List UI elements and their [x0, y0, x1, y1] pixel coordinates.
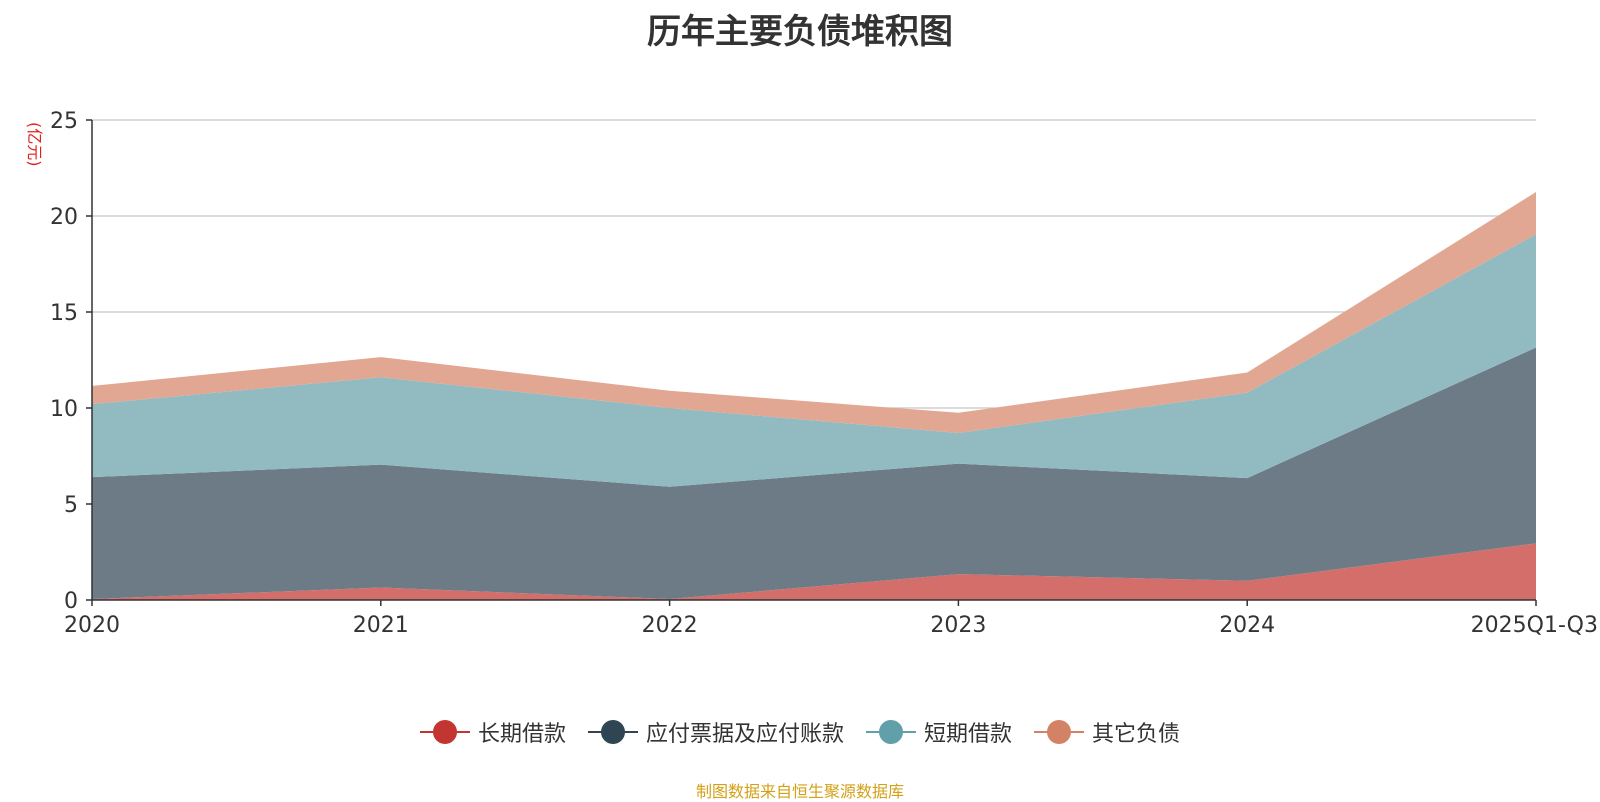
legend-marker-notes-accounts-payable	[587, 720, 638, 744]
legend-item-long-term-loans[interactable]: 长期借款	[419, 716, 566, 748]
y-tick-label: 5	[64, 493, 78, 518]
legend-label-short-term-loans: 短期借款	[924, 722, 1013, 747]
legend: 长期借款 应付票据及应付账款 短期借款 其它负债	[0, 716, 1600, 748]
legend-item-short-term-loans[interactable]: 短期借款	[866, 716, 1012, 748]
y-tick-label: 15	[50, 301, 78, 326]
x-tick-label: 2022	[642, 613, 698, 638]
legend-marker-short-term-loans	[866, 720, 916, 744]
area-series-2	[92, 234, 1536, 487]
x-tick-label: 2021	[353, 613, 409, 638]
legend-label-long-term-loans: 长期借款	[477, 722, 566, 747]
area-series-1	[92, 347, 1536, 600]
x-tick-label: 2023	[930, 613, 986, 638]
x-tick-label: 2020	[64, 613, 120, 638]
legend-item-notes-accounts-payable[interactable]: 应付票据及应付账款	[587, 716, 844, 748]
y-tick-label: 25	[50, 109, 78, 134]
chart-title: 历年主要负债堆积图	[647, 12, 953, 52]
x-tick-label: 2025Q1-Q3	[1471, 613, 1598, 638]
area-series-0	[92, 543, 1536, 600]
y-tick-label: 0	[64, 589, 78, 614]
legend-label-notes-accounts-payable: 应付票据及应付账款	[645, 722, 844, 747]
data-source-footer: 制图数据来自恒生聚源数据库	[695, 782, 904, 801]
legend-marker-dot	[432, 720, 457, 744]
x-tick-label: 2024	[1219, 613, 1275, 638]
legend-marker-other-liabilities	[1034, 720, 1085, 744]
legend-label-other-liabilities: 其它负债	[1092, 722, 1181, 747]
legend-marker-long-term-loans	[419, 720, 470, 744]
legend-marker-dot	[879, 720, 903, 744]
y-tick-label: 20	[50, 205, 78, 230]
y-tick-label: 10	[50, 397, 78, 422]
area-series-3	[92, 192, 1536, 433]
legend-marker-dot	[1047, 720, 1072, 744]
legend-marker-dot	[600, 720, 625, 744]
legend-item-other-liabilities[interactable]: 其它负债	[1034, 716, 1180, 748]
